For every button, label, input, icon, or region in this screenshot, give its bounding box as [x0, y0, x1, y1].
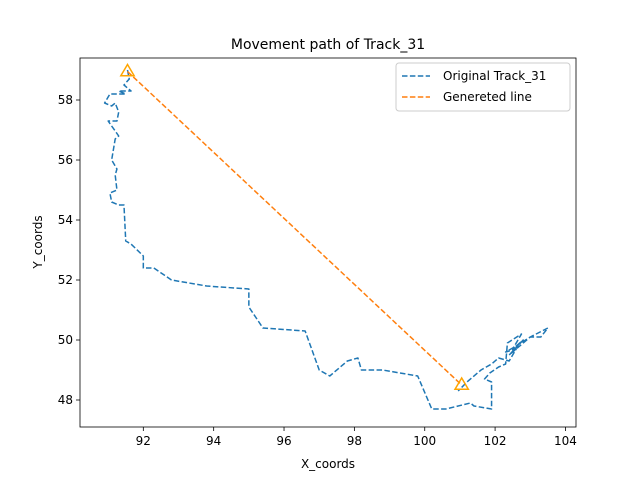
- x-tick-label: 96: [276, 434, 291, 448]
- y-tick-label: 50: [58, 333, 73, 347]
- x-tick-label: 98: [347, 434, 362, 448]
- series-line-1: [126, 70, 463, 386]
- triangle-marker-1: [453, 376, 470, 390]
- y-axis-label: Y_coords: [31, 215, 45, 269]
- x-tick-label: 100: [413, 434, 436, 448]
- legend: Original Track_31 Genereted line: [395, 62, 571, 112]
- plot-frame: [79, 57, 577, 428]
- y-tick-label: 48: [58, 393, 73, 407]
- marker-layer: [119, 63, 470, 390]
- plot-area: [80, 58, 576, 427]
- legend-label-original: Original Track_31: [443, 69, 546, 83]
- x-tick-label: 102: [484, 434, 507, 448]
- legend-box: [395, 62, 571, 112]
- y-tick-label: 56: [58, 153, 73, 167]
- x-tick-label: 92: [136, 434, 151, 448]
- y-axis: 48 50 52 54 56 58: [58, 93, 80, 407]
- y-tick-label: 52: [58, 273, 73, 287]
- y-tick-label: 58: [58, 93, 73, 107]
- series-layer: [103, 69, 549, 410]
- legend-label-generated: Genereted line: [443, 90, 532, 104]
- x-axis: 92 94 96 98 100 102 104: [136, 427, 577, 448]
- triangle-marker-0: [119, 63, 136, 77]
- x-axis-label: X_coords: [301, 457, 355, 471]
- x-tick-label: 104: [554, 434, 577, 448]
- x-tick-label: 94: [206, 434, 221, 448]
- chart-title: Movement path of Track_31: [231, 37, 425, 53]
- series-line-0: [103, 69, 549, 410]
- y-tick-label: 54: [58, 213, 73, 227]
